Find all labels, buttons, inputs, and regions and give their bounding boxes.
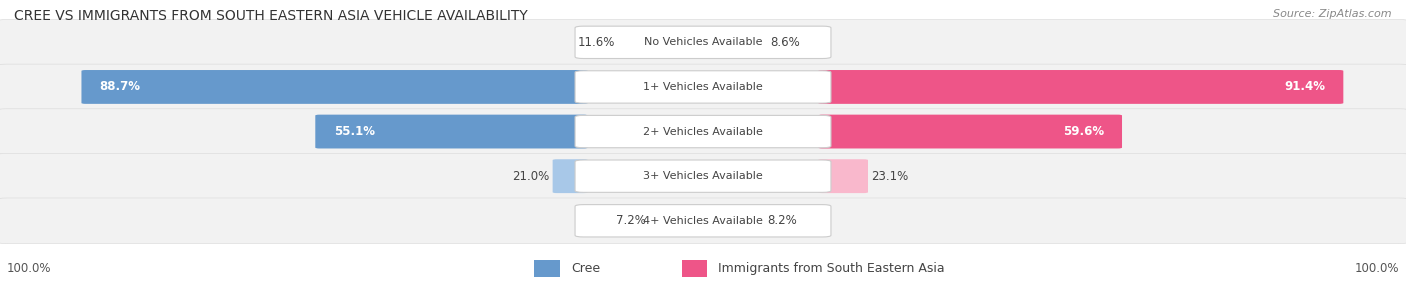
FancyBboxPatch shape <box>575 71 831 103</box>
FancyBboxPatch shape <box>553 159 588 193</box>
Text: Source: ZipAtlas.com: Source: ZipAtlas.com <box>1274 9 1392 19</box>
Text: 100.0%: 100.0% <box>1354 262 1399 275</box>
FancyBboxPatch shape <box>0 19 1406 65</box>
FancyBboxPatch shape <box>818 159 868 193</box>
Text: 7.2%: 7.2% <box>616 214 645 227</box>
Text: 21.0%: 21.0% <box>513 170 550 183</box>
FancyBboxPatch shape <box>0 198 1406 244</box>
Text: CREE VS IMMIGRANTS FROM SOUTH EASTERN ASIA VEHICLE AVAILABILITY: CREE VS IMMIGRANTS FROM SOUTH EASTERN AS… <box>14 9 527 23</box>
FancyBboxPatch shape <box>575 115 831 148</box>
Text: 4+ Vehicles Available: 4+ Vehicles Available <box>643 216 763 226</box>
Text: Cree: Cree <box>571 262 600 275</box>
FancyBboxPatch shape <box>818 115 1122 148</box>
Text: 91.4%: 91.4% <box>1284 80 1324 94</box>
Text: 8.6%: 8.6% <box>770 36 800 49</box>
FancyBboxPatch shape <box>682 260 707 277</box>
FancyBboxPatch shape <box>0 153 1406 199</box>
Text: 59.6%: 59.6% <box>1063 125 1104 138</box>
Text: 23.1%: 23.1% <box>870 170 908 183</box>
Text: 8.2%: 8.2% <box>768 214 797 227</box>
FancyBboxPatch shape <box>575 26 831 59</box>
FancyBboxPatch shape <box>0 64 1406 110</box>
Text: 3+ Vehicles Available: 3+ Vehicles Available <box>643 171 763 181</box>
Text: 100.0%: 100.0% <box>7 262 52 275</box>
FancyBboxPatch shape <box>82 70 588 104</box>
Text: 2+ Vehicles Available: 2+ Vehicles Available <box>643 127 763 136</box>
Text: No Vehicles Available: No Vehicles Available <box>644 37 762 47</box>
Text: 11.6%: 11.6% <box>578 36 616 49</box>
Text: 55.1%: 55.1% <box>333 125 374 138</box>
FancyBboxPatch shape <box>575 160 831 192</box>
FancyBboxPatch shape <box>0 109 1406 154</box>
Text: Immigrants from South Eastern Asia: Immigrants from South Eastern Asia <box>718 262 945 275</box>
Text: 88.7%: 88.7% <box>100 80 141 94</box>
FancyBboxPatch shape <box>315 115 588 148</box>
FancyBboxPatch shape <box>534 260 560 277</box>
Text: 1+ Vehicles Available: 1+ Vehicles Available <box>643 82 763 92</box>
FancyBboxPatch shape <box>575 204 831 237</box>
FancyBboxPatch shape <box>818 70 1343 104</box>
